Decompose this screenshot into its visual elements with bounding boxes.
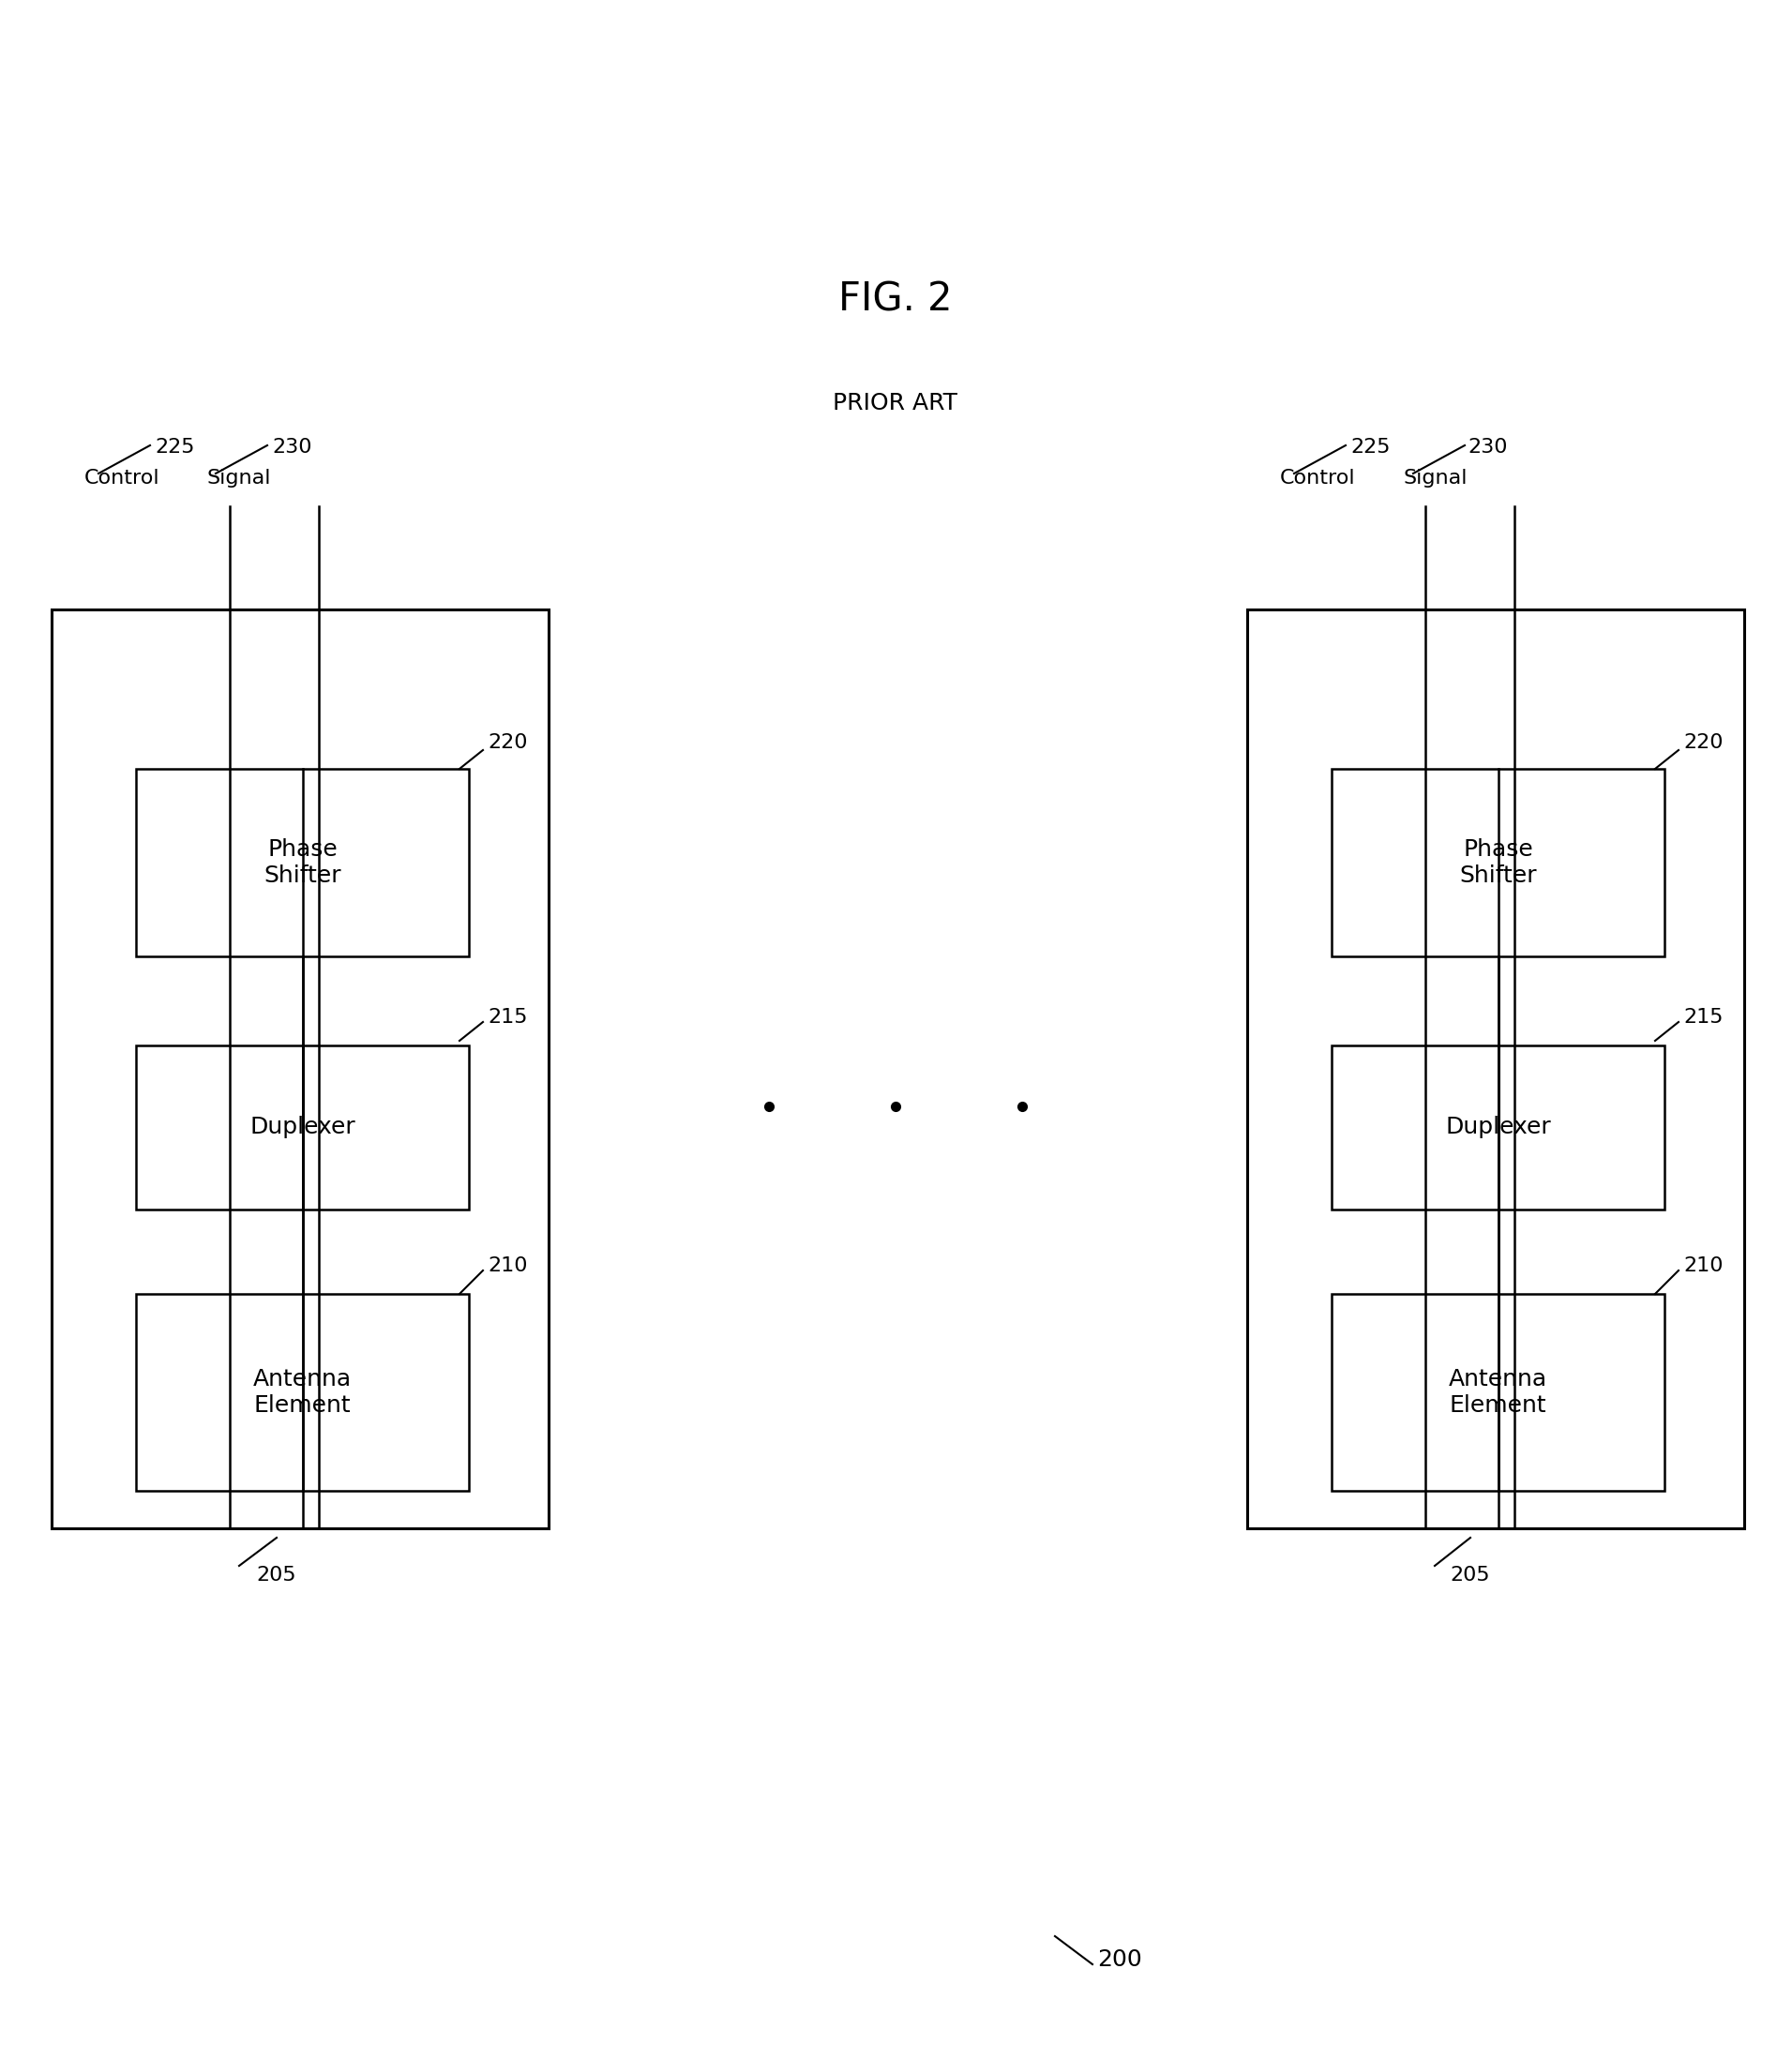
Text: 220: 220	[487, 733, 527, 752]
Text: Antenna
Element: Antenna Element	[253, 1367, 351, 1417]
Text: Control: Control	[1279, 469, 1355, 488]
Bar	[136, 1046, 470, 1209]
Text: Control: Control	[84, 469, 159, 488]
Text: Duplexer: Duplexer	[249, 1116, 355, 1139]
Text: 220: 220	[1683, 733, 1724, 752]
Text: Signal: Signal	[206, 469, 271, 488]
Text: Antenna
Element: Antenna Element	[1448, 1367, 1546, 1417]
Text: 225: 225	[154, 439, 195, 457]
Text: 200: 200	[1097, 1948, 1142, 1970]
Bar	[1331, 1293, 1665, 1491]
Bar	[1331, 768, 1665, 955]
Text: 210: 210	[487, 1256, 527, 1275]
Text: Phase
Shifter: Phase Shifter	[263, 838, 340, 887]
Text: 225: 225	[1351, 439, 1391, 457]
Text: Phase
Shifter: Phase Shifter	[1459, 838, 1538, 887]
Text: 230: 230	[272, 439, 312, 457]
Bar	[1331, 1046, 1665, 1209]
Bar	[52, 609, 548, 1528]
Text: Signal: Signal	[1403, 469, 1468, 488]
Text: Duplexer: Duplexer	[1444, 1116, 1550, 1139]
Text: 230: 230	[1468, 439, 1507, 457]
Bar	[1247, 609, 1744, 1528]
Text: FIG. 2: FIG. 2	[839, 280, 953, 319]
Text: 215: 215	[487, 1009, 527, 1027]
Text: 205: 205	[256, 1565, 297, 1585]
Bar	[136, 768, 470, 955]
Text: PRIOR ART: PRIOR ART	[833, 391, 959, 414]
Text: 210: 210	[1683, 1256, 1724, 1275]
Bar	[136, 1293, 470, 1491]
Text: 215: 215	[1683, 1009, 1724, 1027]
Text: 205: 205	[1450, 1565, 1491, 1585]
